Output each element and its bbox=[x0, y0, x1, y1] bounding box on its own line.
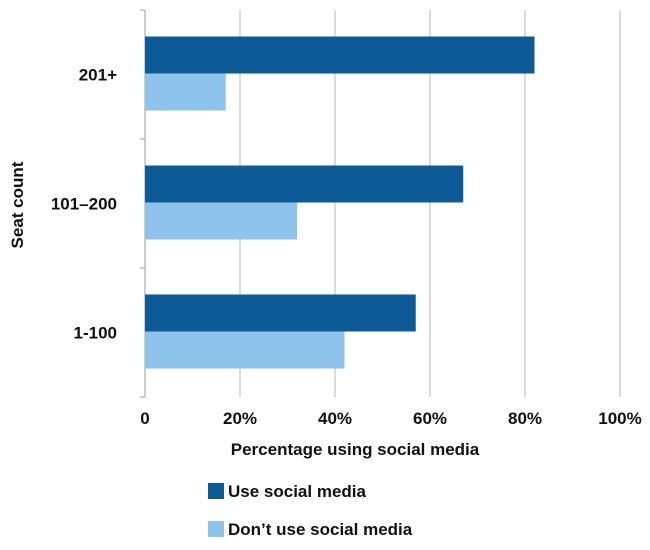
x-tick-label: 80% bbox=[508, 409, 542, 428]
legend-swatch bbox=[208, 521, 224, 537]
bar-dont-use bbox=[145, 202, 297, 240]
bar-dont-use bbox=[145, 73, 226, 111]
legend-swatch bbox=[208, 483, 224, 499]
x-axis-title: Percentage using social media bbox=[231, 440, 480, 459]
bar-use bbox=[145, 165, 464, 203]
x-tick-label: 40% bbox=[318, 409, 352, 428]
bar-use bbox=[145, 36, 535, 74]
legend-label: Use social media bbox=[228, 482, 367, 501]
bar-dont-use bbox=[145, 331, 345, 369]
y-tick-labels: 201+ 101–200 1-100 bbox=[51, 66, 117, 343]
y-tick-label: 101–200 bbox=[51, 195, 117, 214]
bars bbox=[145, 36, 535, 369]
legend: Use social media Don’t use social media bbox=[208, 482, 413, 539]
y-tick-label: 1-100 bbox=[74, 324, 117, 343]
x-tick-label: 20% bbox=[223, 409, 257, 428]
y-axis-title: Seat count bbox=[8, 161, 27, 248]
bar-use bbox=[145, 294, 416, 332]
x-tick-label: 100% bbox=[598, 409, 641, 428]
legend-label: Don’t use social media bbox=[228, 520, 413, 539]
x-tick-labels: 0 20% 40% 60% 80% 100% bbox=[140, 409, 641, 428]
y-tick-label: 201+ bbox=[79, 66, 117, 85]
x-tick-label: 60% bbox=[413, 409, 447, 428]
x-tick-label: 0 bbox=[140, 409, 149, 428]
